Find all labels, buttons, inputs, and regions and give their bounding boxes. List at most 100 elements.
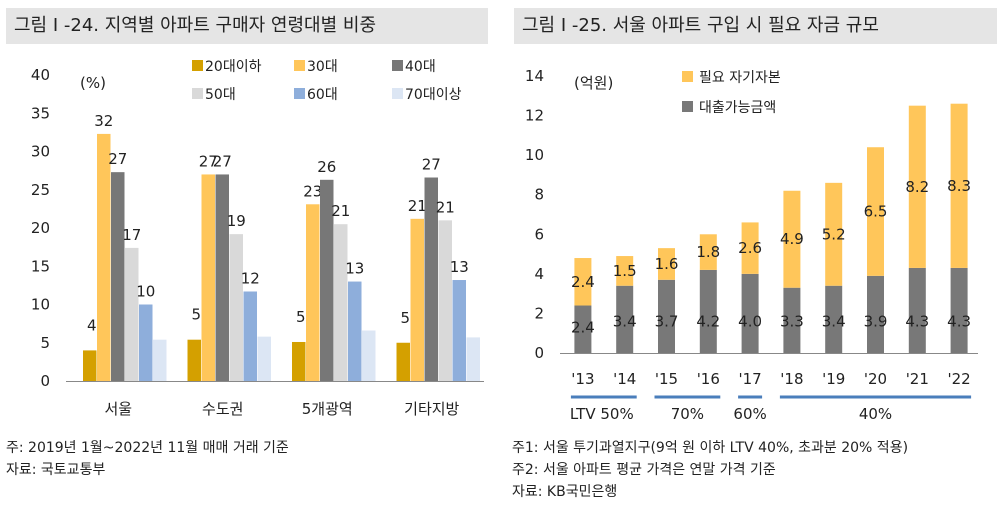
bar xyxy=(83,350,97,381)
bar xyxy=(867,275,884,353)
data-label: 27 xyxy=(213,152,232,170)
bar xyxy=(452,280,466,381)
bar xyxy=(243,291,257,381)
ltv-label: 70% xyxy=(671,405,704,423)
legend-swatch xyxy=(392,60,403,71)
x-tick-label: 기타지방 xyxy=(404,400,459,418)
data-label: 12 xyxy=(241,269,260,287)
x-tick-label: 수도권 xyxy=(202,400,243,418)
data-label: 3.9 xyxy=(864,312,888,330)
data-label: 27 xyxy=(199,152,218,170)
data-label: 19 xyxy=(227,212,246,230)
bar xyxy=(616,256,634,286)
ltv-label: 40% xyxy=(859,405,892,423)
right-note-1: 주1: 서울 투기과열지구(9억 원 이하 LTV 40%, 초과분 20% 적… xyxy=(512,440,909,456)
legend-swatch xyxy=(682,101,693,112)
y-tick-label: 15 xyxy=(31,257,50,275)
legend-label: 60대 xyxy=(307,87,338,103)
bar xyxy=(466,337,480,381)
bar xyxy=(396,342,410,381)
data-label: 4.0 xyxy=(738,312,762,330)
bar xyxy=(153,339,167,381)
bar xyxy=(292,341,306,381)
data-label: 32 xyxy=(94,112,113,130)
bar xyxy=(215,174,229,381)
bar xyxy=(741,222,759,274)
bar xyxy=(334,224,348,381)
data-label: 13 xyxy=(345,260,364,278)
y-tick-label: 6 xyxy=(534,225,544,243)
ltv-label: LTV 50% xyxy=(570,405,634,423)
x-tick-label: 서울 xyxy=(104,400,132,418)
bar xyxy=(783,190,801,288)
data-label: 5 xyxy=(296,308,306,326)
bar xyxy=(229,234,243,381)
bar xyxy=(201,174,215,381)
data-label: 1.5 xyxy=(613,262,637,280)
data-label: 26 xyxy=(317,158,336,176)
data-label: 3.4 xyxy=(822,312,846,330)
y-tick-label: 4 xyxy=(534,265,544,283)
bar xyxy=(306,204,320,381)
data-label: 8.2 xyxy=(905,178,929,196)
x-tick-label: '21 xyxy=(906,370,929,388)
y-tick-label: 12 xyxy=(525,107,544,125)
y-tick-label: 10 xyxy=(31,296,50,314)
right-note-2: 주2: 서울 아파트 평균 가격은 연말 가격 기준 xyxy=(512,462,776,478)
y-tick-label: 14 xyxy=(525,67,544,85)
bar xyxy=(362,330,376,381)
data-label: 10 xyxy=(136,283,155,301)
y-tick-label: 0 xyxy=(40,372,50,390)
bar xyxy=(187,339,201,381)
data-label: 17 xyxy=(122,226,141,244)
x-tick-label: '15 xyxy=(655,370,678,388)
bar xyxy=(825,182,843,286)
y-tick-label: 0 xyxy=(534,344,544,362)
x-tick-label: '14 xyxy=(613,370,636,388)
data-label: 13 xyxy=(450,258,469,276)
data-label: 21 xyxy=(408,197,427,215)
bar xyxy=(699,269,717,353)
legend-swatch xyxy=(192,88,203,99)
x-tick-label: '16 xyxy=(697,370,720,388)
data-label: 5 xyxy=(191,306,201,324)
data-label: 21 xyxy=(436,198,455,216)
legend-swatch xyxy=(392,88,403,99)
bar xyxy=(424,177,438,381)
bar xyxy=(97,133,111,381)
x-tick-label: '13 xyxy=(571,370,594,388)
x-tick-label: '18 xyxy=(780,370,803,388)
data-label: 6.5 xyxy=(864,203,888,221)
data-label: 23 xyxy=(303,182,322,200)
bar xyxy=(950,103,968,268)
bar xyxy=(320,179,334,381)
x-tick-label: '19 xyxy=(822,370,845,388)
data-label: 27 xyxy=(422,156,441,174)
bar xyxy=(783,287,801,353)
y-tick-label: 8 xyxy=(534,186,544,204)
data-label: 3.4 xyxy=(613,312,637,330)
data-label: 4 xyxy=(87,316,97,334)
legend-swatch xyxy=(682,71,693,82)
required-funds-chart: 0 2 4 6 8 10 12 14 (억원) 2.4 2.4 '13 3.4 1.5 '14 3.7 1.6 '… xyxy=(525,67,978,423)
right-chart-title: 그림 I -25. 서울 아파트 구입 시 필요 자금 규모 xyxy=(514,8,997,44)
data-label: 1.8 xyxy=(696,243,720,261)
bar xyxy=(867,147,884,276)
legend-label: 20대이하 xyxy=(205,59,262,75)
legend-label: 필요 자기자본 xyxy=(699,70,781,86)
legend-swatch xyxy=(294,88,305,99)
bar xyxy=(574,258,592,306)
left-chart-title: 그림 I -24. 지역별 아파트 구매자 연령대별 비중 xyxy=(6,8,488,44)
legend-label: 대출가능금액 xyxy=(699,100,776,116)
bar xyxy=(125,247,139,381)
y-tick-label: 2 xyxy=(534,304,544,322)
bar xyxy=(658,279,675,353)
bar xyxy=(410,218,424,381)
legend-label: 30대 xyxy=(307,59,338,75)
data-label: 2.4 xyxy=(571,318,595,336)
bar xyxy=(908,105,926,268)
data-label: 4.9 xyxy=(780,230,804,248)
data-label: 4.3 xyxy=(947,312,971,330)
bar xyxy=(348,281,362,381)
